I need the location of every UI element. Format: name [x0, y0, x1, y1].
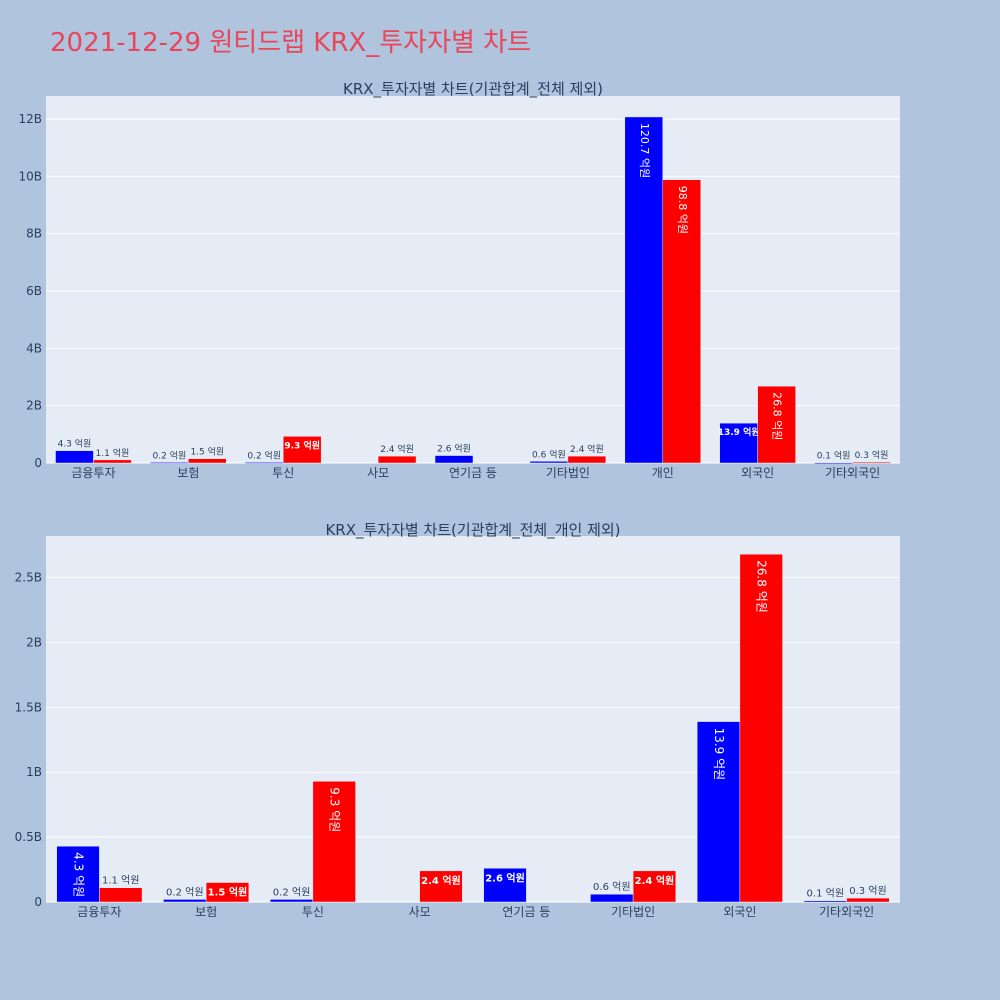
- bar: [99, 887, 143, 903]
- x-tick-label: 투신: [272, 466, 294, 480]
- bar: [483, 868, 527, 903]
- x-tick-label: 기타외국인: [819, 905, 874, 919]
- chart-2: 0 0.5B 1B 1.5B 2B 2.5B KRX_투자자별 차트(기관합계_전체_개인 …: [15, 521, 900, 919]
- data-label: 98.8 억원: [676, 186, 689, 234]
- x-tick-label: 사모: [409, 905, 431, 919]
- bar: [814, 462, 853, 464]
- y-tick-label: 10B: [18, 169, 42, 183]
- chart-title: KRX_투자자별 차트(기관합계_전체 제외): [343, 80, 603, 99]
- x-tick-label: 연기금 등: [449, 466, 497, 480]
- bar: [56, 845, 100, 903]
- bar: [419, 870, 463, 903]
- x-tick-label: 사모: [367, 466, 389, 480]
- x-tick-label: 기타법인: [611, 905, 655, 919]
- bar: [757, 385, 796, 464]
- bar: [846, 897, 890, 903]
- bar: [55, 450, 94, 464]
- bar: [163, 899, 207, 903]
- bar: [739, 553, 783, 903]
- y-tick-label: 1.5B: [15, 700, 42, 714]
- data-label: 13.9 억원: [718, 426, 760, 438]
- x-tick-label: 보험: [177, 466, 199, 480]
- data-label: 1.5 억원: [190, 446, 224, 458]
- bar: [205, 882, 250, 903]
- data-label: 9.3 억원: [284, 439, 320, 451]
- data-label: 9.3 억원: [328, 787, 342, 832]
- data-label: 1.1 억원: [96, 447, 130, 459]
- data-label: 0.2 억원: [152, 449, 186, 461]
- bar: [93, 459, 132, 464]
- data-label: 0.3 억원: [855, 449, 889, 461]
- data-label: 26.8 억원: [755, 560, 769, 613]
- bar: [377, 455, 417, 464]
- bar: [852, 461, 891, 464]
- data-label: 0.1 억원: [817, 450, 851, 462]
- x-tick-label: 금융투자: [77, 905, 121, 919]
- bar: [803, 900, 847, 903]
- x-tick-label: 외국인: [723, 905, 756, 919]
- y-tick-label: 4B: [26, 341, 42, 355]
- x-tick-label: 개인: [652, 466, 674, 480]
- data-label: 0.3 억원: [849, 885, 886, 897]
- bar: [696, 721, 741, 903]
- x-tick-label: 보험: [195, 905, 217, 919]
- data-label: 2.6 억원: [437, 443, 471, 455]
- data-label: 1.5 억원: [208, 886, 248, 899]
- bar: [632, 870, 677, 903]
- chart-1: 0 2B 4B 6B 8B 10B 12B KRX_투자자별 차트(기관합계_전체 제외) 금융…: [18, 80, 900, 480]
- bar: [624, 116, 664, 464]
- data-label: 0.6 억원: [593, 881, 630, 893]
- bar: [150, 462, 189, 464]
- bar: [590, 893, 634, 903]
- bar: [188, 458, 227, 464]
- y-tick-label: 2.5B: [15, 571, 42, 585]
- page-title: 2021-12-29 원티드랩 KRX_투자자별 차트: [50, 28, 532, 58]
- bar: [567, 455, 607, 464]
- bar: [269, 899, 314, 903]
- bar: [282, 436, 322, 464]
- y-tick-label: 0.5B: [15, 830, 42, 844]
- y-tick-label: 2B: [26, 635, 42, 649]
- data-label: 2.4 억원: [421, 874, 461, 887]
- x-tick-label: 외국인: [741, 466, 774, 480]
- data-label: 120.7 억원: [638, 123, 651, 178]
- bar: [312, 781, 356, 903]
- data-label: 4.3 억원: [72, 852, 86, 897]
- y-tick-label: 8B: [26, 227, 42, 241]
- bar: [719, 422, 758, 464]
- data-label: 4.3 억원: [58, 438, 92, 450]
- y-tick-label: 2B: [26, 399, 42, 413]
- x-tick-label: 기타법인: [546, 466, 590, 480]
- data-label: 2.4 억원: [380, 443, 414, 455]
- data-label: 0.6 억원: [532, 448, 566, 460]
- x-tick-label: 연기금 등: [502, 905, 550, 919]
- y-tick-label: 0: [34, 895, 42, 909]
- y-tick-label: 0: [34, 456, 42, 470]
- y-tick-label: 6B: [26, 284, 42, 298]
- data-label: 13.9 억원: [712, 728, 726, 781]
- data-label: 2.6 억원: [485, 871, 525, 884]
- data-label: 1.1 억원: [102, 875, 139, 887]
- bar: [434, 455, 474, 464]
- x-tick-label: 금융투자: [71, 466, 115, 480]
- x-tick-label: 투신: [302, 905, 324, 919]
- data-label: 2.4 억원: [570, 443, 604, 455]
- y-tick-label: 12B: [18, 112, 42, 126]
- y-tick-label: 1B: [26, 765, 42, 779]
- data-label: 26.8 억원: [771, 392, 784, 440]
- chart-title: KRX_투자자별 차트(기관합계_전체_개인 제외): [325, 521, 620, 540]
- data-label: 0.2 억원: [273, 886, 310, 898]
- data-label: 0.2 억원: [247, 449, 281, 461]
- x-tick-label: 기타외국인: [825, 466, 880, 480]
- bar: [662, 179, 701, 464]
- bar: [245, 462, 284, 464]
- data-label: 2.4 억원: [635, 874, 675, 887]
- data-label: 0.1 억원: [807, 888, 844, 900]
- data-label: 0.2 억원: [166, 886, 203, 898]
- bar: [529, 461, 569, 464]
